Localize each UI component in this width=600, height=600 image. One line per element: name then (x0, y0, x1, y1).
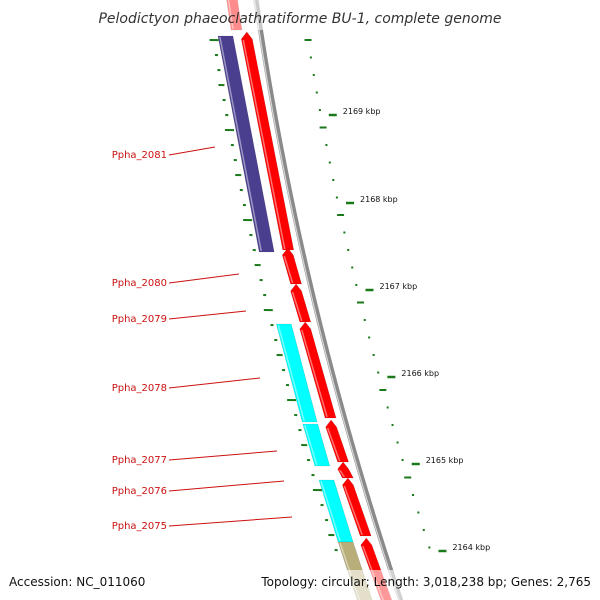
footer-backdrop (0, 570, 600, 600)
gene-block-shine-9 (339, 469, 345, 478)
tick-label-2167: 2167 kbp (380, 282, 418, 291)
gene-block-shine-11 (320, 480, 341, 542)
gene-leader-ppha_2077 (168, 450, 278, 461)
gene-block-5[interactable] (299, 321, 337, 419)
topology-text: Topology: circular; Length: 3,018,238 bp… (260, 575, 591, 589)
gene-leader-ppha_2080 (168, 273, 240, 284)
gene-track (217, 0, 393, 600)
outer-dash-track (304, 39, 431, 549)
gene-block-10[interactable] (342, 477, 372, 537)
gene-block-shine-3 (283, 255, 294, 284)
tick-label-2169: 2169 kbp (343, 107, 381, 116)
gene-label-ppha_2078[interactable]: Ppha_2078 (112, 383, 167, 394)
scale-ticks: 2169 kbp 2168 kbp 2167 kbp 2166 kbp 2165 kbp… (328, 107, 490, 553)
gene-block-shine-2 (219, 36, 262, 252)
gene-block-9[interactable] (337, 461, 354, 479)
gene-label-ppha_2076[interactable]: Ppha_2076 (112, 486, 167, 497)
gene-leader-ppha_2081 (168, 146, 216, 156)
gene-block-1[interactable] (240, 31, 295, 251)
tick-label-2168: 2168 kbp (360, 195, 398, 204)
gene-block-4[interactable] (290, 283, 312, 323)
gene-leader-ppha_2078 (168, 377, 261, 389)
gene-leader-ppha_2076 (168, 480, 285, 492)
gene-leader-ppha_2079 (168, 310, 247, 320)
gene-block-shine-4 (291, 291, 303, 322)
gene-block-shine-10 (343, 485, 363, 536)
gene-block-shine-1 (242, 39, 286, 250)
gene-block-8[interactable] (302, 423, 331, 467)
map-title: Pelodictyon phaeoclathratiforme BU-1, co… (98, 11, 501, 27)
gene-label-ppha_2075[interactable]: Ppha_2075 (112, 521, 167, 532)
gene-block-shine-8 (304, 424, 318, 466)
tick-label-2164: 2164 kbp (452, 543, 490, 552)
tick-label-2166: 2166 kbp (401, 369, 439, 378)
genome-backbone (253, 0, 404, 600)
gene-block-shine-7 (326, 427, 341, 462)
gene-block-11[interactable] (318, 479, 354, 543)
accession-text: Accession: NC_011060 (9, 575, 145, 589)
gene-label-ppha_2079[interactable]: Ppha_2079 (112, 314, 167, 325)
gene-block-6[interactable] (275, 323, 318, 423)
backbone-highlight (253, 0, 400, 600)
gene-label-ppha_2080[interactable]: Ppha_2080 (112, 278, 167, 289)
gene-leader-ppha_2075 (168, 516, 293, 527)
gene-block-2[interactable] (217, 35, 275, 253)
gene-label-leaders: Ppha_2081 Ppha_2080 Ppha_2079 Ppha_2078 Ppha… (112, 146, 293, 532)
gene-block-3[interactable] (281, 247, 302, 285)
gene-block-shine-5 (301, 329, 328, 418)
title-backdrop (0, 0, 600, 30)
gene-label-ppha_2077[interactable]: Ppha_2077 (112, 455, 167, 466)
gene-block-shine-6 (277, 324, 305, 422)
tick-label-2165: 2165 kbp (426, 456, 464, 465)
gc-skew-track (209, 39, 338, 552)
gene-label-ppha_2081[interactable]: Ppha_2081 (112, 150, 167, 161)
gene-block-7[interactable] (325, 419, 350, 463)
backbone-line (253, 0, 404, 600)
